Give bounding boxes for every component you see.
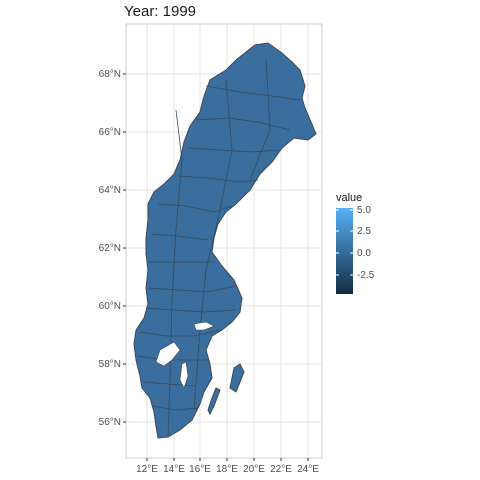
x-tick-label: 14°E [163,464,185,475]
sweden-map [133,42,317,439]
legend-colorbar [336,208,353,294]
color-legend: 5.0 2.5 0.0 -2.5 [336,205,375,294]
legend-label: 2.5 [357,226,371,237]
y-tick-label: 56°N [99,417,121,428]
legend-label: -2.5 [357,270,375,281]
x-tick-label: 22°E [270,464,292,475]
y-axis-labels: 56°N 58°N 60°N 62°N 64°N 66°N 68°N [99,69,121,428]
lakes [155,321,215,389]
region-borders [137,59,301,437]
x-tick-label: 20°E [243,464,265,475]
x-tick-label: 12°E [136,464,158,475]
x-tick-label: 16°E [189,464,211,475]
mainland-region [133,42,317,439]
legend-title: value [336,192,363,204]
lake-vanern [155,341,181,367]
x-tick-label: 24°E [297,464,319,475]
x-tick-label: 18°E [216,464,238,475]
x-axis-labels: 12°E 14°E 16°E 18°E 20°E 22°E 24°E [136,464,319,475]
y-tick-label: 60°N [99,301,121,312]
y-tick-label: 66°N [99,127,121,138]
legend-label: 5.0 [357,205,371,216]
lake-malaren [193,321,215,331]
legend-label: 0.0 [357,248,371,259]
gotland-island [229,363,245,393]
y-tick-label: 58°N [99,359,121,370]
axis-ticks [123,73,309,461]
lake-vattern [179,361,189,389]
map-title: Year: 1999 [124,3,197,20]
oland-island [207,387,221,416]
y-tick-label: 64°N [99,185,121,196]
y-tick-label: 62°N [99,243,121,254]
y-tick-label: 68°N [99,69,121,80]
